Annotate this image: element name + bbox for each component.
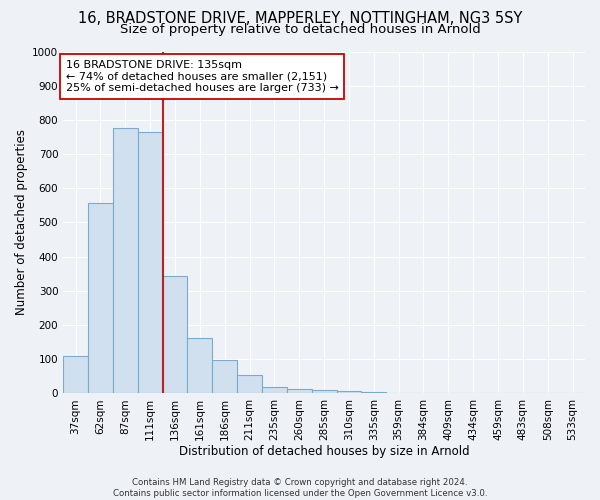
Bar bbox=[163, 276, 187, 394]
Bar bbox=[113, 128, 138, 394]
Bar bbox=[63, 356, 88, 394]
Y-axis label: Number of detached properties: Number of detached properties bbox=[15, 130, 28, 316]
Bar bbox=[237, 374, 262, 394]
Bar bbox=[212, 360, 237, 394]
Bar bbox=[138, 132, 163, 394]
Text: 16 BRADSTONE DRIVE: 135sqm
← 74% of detached houses are smaller (2,151)
25% of s: 16 BRADSTONE DRIVE: 135sqm ← 74% of deta… bbox=[66, 60, 338, 93]
X-axis label: Distribution of detached houses by size in Arnold: Distribution of detached houses by size … bbox=[179, 444, 469, 458]
Bar bbox=[311, 390, 337, 394]
Bar bbox=[287, 389, 311, 394]
Text: Contains HM Land Registry data © Crown copyright and database right 2024.
Contai: Contains HM Land Registry data © Crown c… bbox=[113, 478, 487, 498]
Text: 16, BRADSTONE DRIVE, MAPPERLEY, NOTTINGHAM, NG3 5SY: 16, BRADSTONE DRIVE, MAPPERLEY, NOTTINGH… bbox=[78, 11, 522, 26]
Bar bbox=[386, 392, 411, 394]
Bar bbox=[262, 386, 287, 394]
Bar bbox=[361, 392, 386, 394]
Bar bbox=[88, 202, 113, 394]
Bar bbox=[337, 390, 361, 394]
Bar bbox=[187, 338, 212, 394]
Text: Size of property relative to detached houses in Arnold: Size of property relative to detached ho… bbox=[119, 22, 481, 36]
